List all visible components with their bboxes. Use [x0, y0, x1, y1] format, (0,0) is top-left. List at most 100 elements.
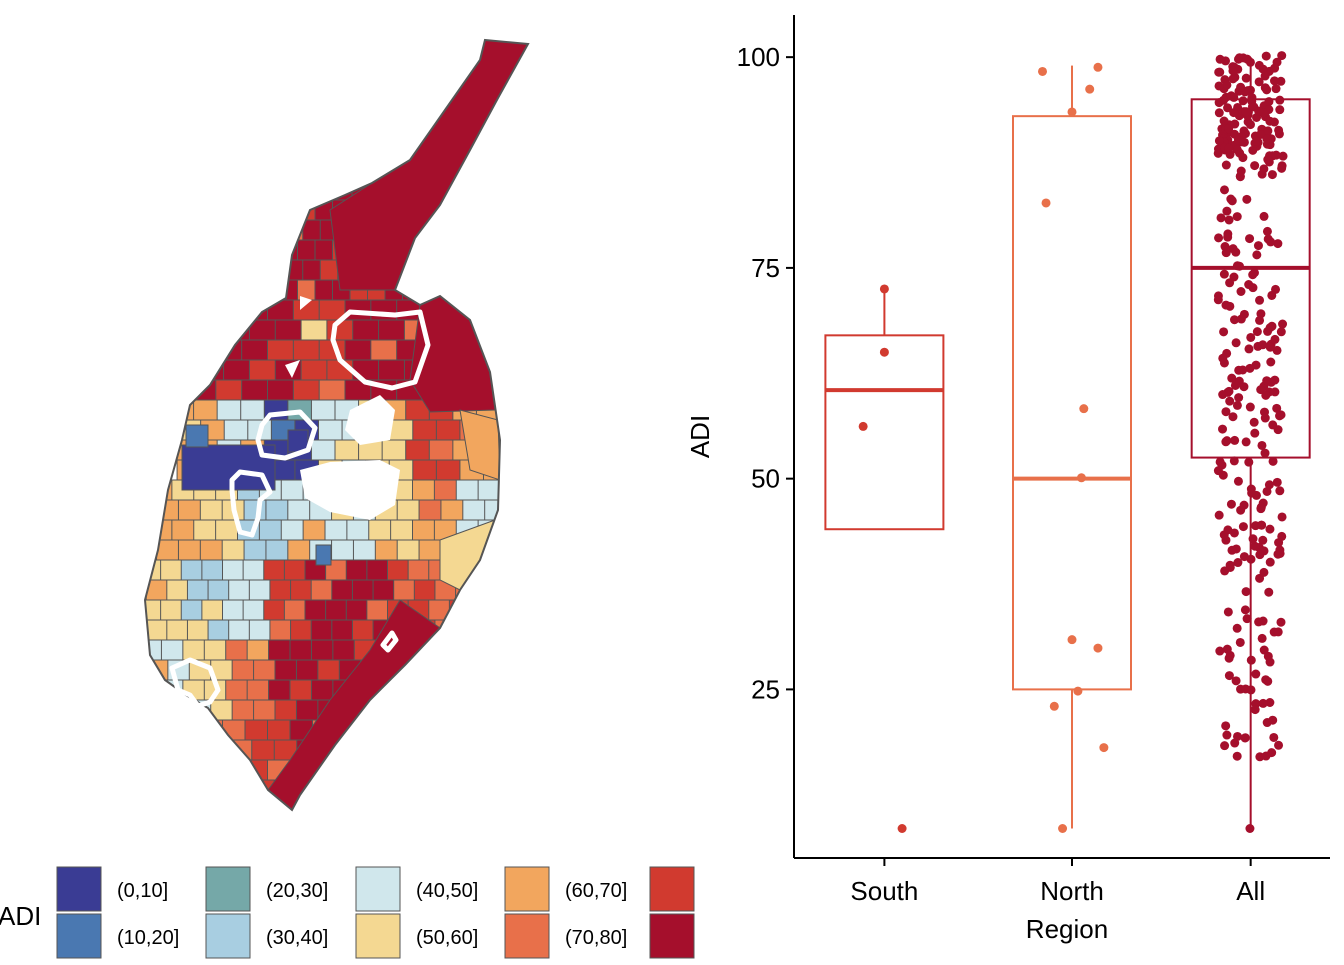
census-tract — [381, 699, 405, 721]
census-tract — [310, 439, 336, 461]
census-tract — [302, 259, 322, 281]
census-tract — [378, 359, 406, 381]
data-point — [1228, 412, 1238, 422]
park-areas — [285, 296, 400, 520]
data-point — [1245, 823, 1255, 833]
data-point — [1238, 365, 1248, 375]
data-point — [1267, 170, 1277, 180]
census-tract — [203, 639, 227, 661]
data-point — [1236, 286, 1246, 296]
data-point — [1219, 185, 1229, 195]
data-point — [1248, 534, 1258, 544]
census-tract — [199, 759, 224, 781]
jitter-points — [858, 51, 1288, 833]
data-point — [1224, 143, 1234, 153]
census-tract — [418, 539, 442, 561]
census-tract — [290, 619, 313, 641]
census-tract — [299, 40, 341, 53]
legend-swatch — [205, 913, 251, 959]
data-point — [1218, 390, 1228, 400]
data-point — [1276, 76, 1286, 86]
data-point — [1260, 71, 1270, 81]
data-point — [897, 823, 907, 833]
data-point — [1242, 194, 1252, 204]
data-point — [1241, 437, 1251, 447]
data-point — [858, 421, 868, 431]
census-tract — [329, 40, 528, 291]
census-tract — [222, 799, 246, 810]
census-tract — [352, 539, 377, 561]
map-canvas: ADI (0,10] (10,20] (20,30] (30,40] (40,50] (5… — [0, 39, 695, 959]
census-tract — [283, 559, 306, 581]
census-tract — [289, 639, 313, 661]
data-point — [1277, 51, 1287, 61]
data-point — [1246, 655, 1256, 665]
census-tract — [177, 499, 202, 521]
census-tract — [302, 519, 326, 541]
data-point — [1249, 417, 1259, 427]
legend-title: ADI — [0, 901, 41, 931]
census-tract — [372, 579, 395, 601]
y-tick-label: 75 — [751, 253, 780, 283]
census-tract — [357, 759, 381, 781]
census-tract — [396, 499, 421, 521]
census-tract — [292, 339, 321, 361]
data-point — [1264, 97, 1274, 107]
census-tract — [412, 419, 438, 441]
data-point — [1261, 675, 1271, 685]
census-tract — [473, 299, 501, 321]
census-tract — [345, 559, 368, 581]
census-tract — [419, 40, 461, 53]
census-tract — [215, 339, 243, 361]
data-point — [1239, 500, 1249, 510]
census-tract — [283, 599, 306, 621]
census-tract — [246, 679, 270, 701]
census-tract — [274, 699, 298, 721]
data-point — [1246, 332, 1256, 342]
census-tract — [225, 679, 249, 701]
data-point — [1265, 342, 1275, 352]
data-point — [1223, 525, 1233, 535]
data-point — [1265, 557, 1275, 567]
census-tract — [189, 339, 217, 361]
census-tract — [339, 72, 381, 95]
boxplot-canvas: 25 50 75 100 South North All ADI Region — [685, 15, 1330, 944]
data-point — [1222, 730, 1232, 740]
data-point — [1224, 215, 1234, 225]
census-tract — [207, 619, 230, 641]
census-tract — [374, 539, 399, 561]
census-tract — [295, 659, 319, 681]
data-point — [1275, 411, 1285, 421]
census-tract — [267, 299, 295, 321]
data-point — [1224, 671, 1234, 681]
data-point — [1219, 327, 1229, 337]
data-point — [1255, 550, 1265, 560]
data-point — [1235, 637, 1245, 647]
census-tract — [318, 379, 346, 401]
census-tract — [412, 479, 436, 501]
data-point — [1244, 457, 1254, 467]
data-point — [879, 284, 889, 294]
census-tract — [280, 519, 305, 541]
census-tract — [287, 539, 311, 561]
legend-label: (20,30] — [266, 880, 328, 902]
census-tract — [396, 679, 420, 701]
data-point — [1058, 823, 1068, 833]
census-tract — [263, 599, 286, 621]
legend-label: (60,70] — [565, 880, 627, 902]
data-point — [1226, 499, 1236, 509]
data-point — [1264, 587, 1274, 597]
data-point — [1239, 309, 1249, 319]
data-point — [1267, 748, 1277, 758]
census-tract — [242, 599, 265, 621]
legend-swatch — [649, 866, 695, 912]
data-point — [1079, 404, 1089, 414]
data-point — [1266, 377, 1276, 387]
census-tract — [280, 479, 305, 501]
data-point — [1229, 92, 1239, 102]
census-tract — [331, 619, 354, 641]
data-point — [1215, 646, 1225, 656]
data-point — [1274, 740, 1284, 750]
data-point — [1248, 145, 1258, 155]
data-point — [1221, 160, 1231, 170]
